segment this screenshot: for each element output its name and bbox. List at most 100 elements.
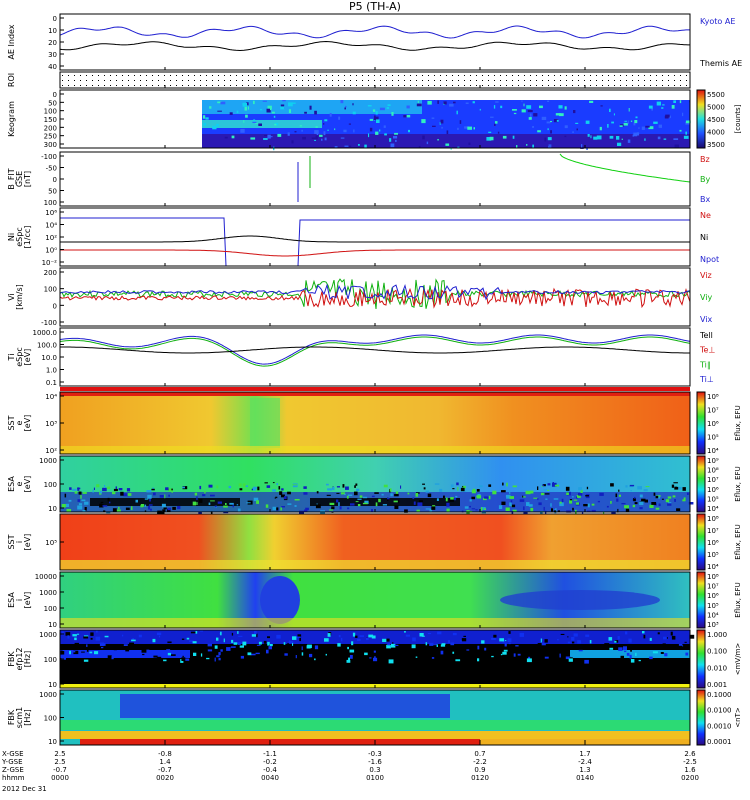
footer-value: 1.3 — [579, 766, 590, 774]
footer-label: hhmm — [2, 774, 25, 782]
colorbar-tick: 10⁸ — [707, 515, 719, 523]
ylabel-ni: [1/cc] — [23, 226, 32, 249]
ytick-label: 200 — [44, 269, 57, 277]
colorbar-sst_i — [696, 513, 706, 571]
colorbar-tick: 10⁶ — [707, 592, 719, 600]
footer-value: 0000 — [51, 774, 69, 782]
ytick-label: 0 — [53, 302, 57, 310]
ylabel-sst_e: e — [15, 420, 24, 425]
colorbar-tick: 4500 — [707, 116, 725, 124]
colorbar-tick: 10⁴ — [707, 611, 719, 619]
footer-value: -0.7 — [53, 766, 67, 774]
panel-frame-bfit — [59, 151, 691, 207]
colorbar-unit: Eflux, EFU — [734, 466, 742, 501]
ytick-label: 200 — [44, 124, 57, 132]
footer-value: 2.5 — [54, 758, 65, 766]
footer-value: 0100 — [366, 774, 384, 782]
viz-line — [59, 287, 691, 309]
colorbar-tick: 10⁴ — [707, 447, 719, 455]
ylabel-esa_i: i — [15, 599, 24, 601]
ni-line — [60, 235, 690, 243]
colorbar-fbk_b — [696, 689, 706, 746]
colorbar-unit: <nT> — [734, 707, 742, 728]
colorbar-keogram — [696, 89, 706, 149]
footer-value: 2.5 — [54, 750, 65, 758]
colorbar-unit: Eflux, EFU — [734, 405, 742, 440]
ytick-label: 300 — [44, 141, 57, 149]
ytick-label: 10⁶ — [45, 209, 57, 217]
fbk-b-spectrogram — [60, 690, 690, 745]
footer-value: -2.4 — [578, 758, 592, 766]
footer-value: 0.7 — [474, 750, 485, 758]
colorbar-unit: Eflux, EFU — [734, 524, 742, 559]
ytick-label: 10⁴ — [45, 222, 57, 230]
ytick-label: 100 — [44, 108, 57, 116]
ytick-label: 1.0 — [46, 367, 57, 375]
ylabel-esa_i: [eV] — [23, 592, 32, 609]
colorbar-tick: 10⁴ — [707, 563, 719, 571]
legend-Npot: Npot — [700, 255, 719, 264]
ylabel-bfit: [nT] — [23, 171, 32, 187]
viy-line — [59, 278, 691, 310]
kyoto-ae-line — [59, 25, 690, 39]
footer-value: 1.7 — [579, 750, 590, 758]
ytick-label: 50 — [48, 99, 57, 107]
colorbar-tick: 0.0010 — [707, 722, 732, 730]
sst-i-spectrogram — [60, 514, 690, 570]
ylabel-vi: Vi — [7, 293, 16, 301]
ylabel-esa_e: e — [15, 481, 24, 486]
footer-value: 1.4 — [159, 758, 171, 766]
ytick-label: 1000 — [39, 589, 57, 597]
ytick-label: 0 — [53, 15, 57, 23]
legend-Kyoto AE: Kyoto AE — [700, 17, 735, 26]
colorbar-tick: 5000 — [707, 104, 725, 112]
footer-value: 0120 — [471, 774, 489, 782]
roi-markers — [62, 75, 687, 86]
ylabel-ni: Ni — [7, 233, 16, 241]
legend-Tell: Tell — [699, 331, 713, 340]
footer-value: -0.2 — [263, 758, 277, 766]
footer-value: 1.6 — [684, 766, 696, 774]
footer-value: 0140 — [576, 774, 594, 782]
footer-value: -1.1 — [263, 750, 277, 758]
themis-ae-line — [59, 40, 690, 52]
ytick-label: 150 — [44, 116, 57, 124]
status-bar — [60, 387, 690, 391]
footer-value: -2.5 — [683, 758, 697, 766]
colorbar-tick: 10⁴ — [707, 505, 719, 513]
colorbar-tick: 10⁵ — [707, 495, 719, 503]
colorbar-tick: 10⁷ — [707, 527, 719, 535]
ytick-label: 1000 — [39, 631, 57, 639]
colorbar-tick: 0.100 — [707, 648, 727, 656]
ylabel-ti: Ti — [7, 354, 16, 362]
ylabel-fbk_e: efp12 — [15, 648, 24, 671]
keogram-speckle — [202, 100, 691, 151]
footer-value: 0200 — [681, 774, 699, 782]
vix-line — [59, 283, 691, 301]
ylabel-bfit: GSE — [15, 171, 24, 187]
ytick-label: 10⁵ — [45, 539, 57, 547]
colorbar-tick: 3500 — [707, 141, 725, 149]
legend-Bz: Bz — [700, 155, 710, 164]
colorbar-unit: [counts] — [734, 104, 742, 133]
ylabel-esa_i: ESA — [7, 592, 16, 608]
ytick-label: 10⁻² — [42, 259, 58, 267]
ytick-label: -100 — [41, 319, 57, 327]
colorbar-tick: 10⁵ — [707, 551, 719, 559]
ytick-label: 10⁰ — [45, 247, 57, 255]
ylabel-bfit: B_FIT — [7, 168, 16, 189]
ylabel-fbk_e: [Hz] — [23, 651, 32, 667]
footer-value: -0.4 — [263, 766, 277, 774]
colorbar-tick: 10⁹ — [707, 457, 719, 465]
colorbar-tick: 10⁵ — [707, 602, 719, 610]
ytick-label: 0.1 — [46, 379, 57, 387]
ytick-label: 10⁴ — [45, 393, 57, 401]
ytick-label: 10² — [45, 447, 57, 455]
ytick-label: 40 — [48, 63, 57, 71]
footer-value: -0.8 — [158, 750, 172, 758]
ytick-label: 100 — [44, 715, 57, 723]
ylabel-ae: AE Index — [7, 24, 16, 59]
ytick-label: 100 — [44, 605, 57, 613]
ytick-label: 1000.0 — [33, 329, 58, 337]
keogram-image — [202, 100, 690, 148]
